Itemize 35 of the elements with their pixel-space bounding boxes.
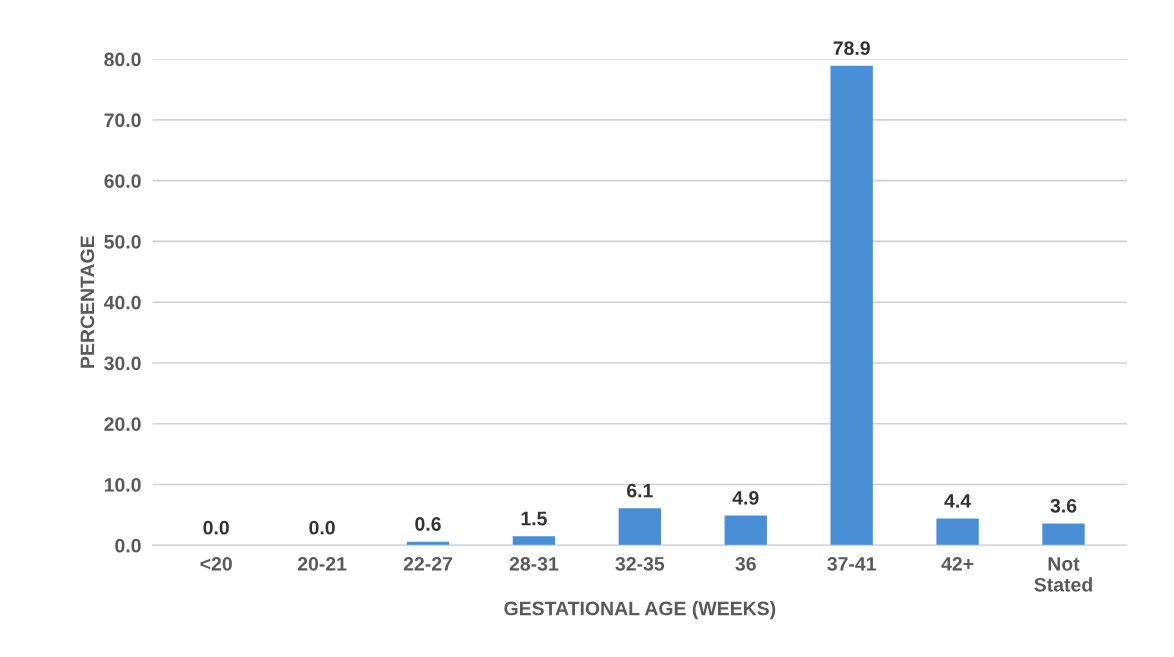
y-tick-label: 0.0 <box>115 538 141 553</box>
data-label: 0.0 <box>203 520 229 535</box>
y-tick-label: 20.0 <box>104 417 141 431</box>
x-tick-label: 32-35 <box>615 556 665 571</box>
x-tick-label: 20-21 <box>297 556 347 571</box>
y-tick-label: 80.0 <box>104 52 141 67</box>
data-label: 0.6 <box>415 517 441 531</box>
data-label: 0.0 <box>309 520 335 535</box>
x-tick-label: <20 <box>200 556 232 571</box>
x-axis-title: GESTATIONAL AGE (WEEKS) <box>504 601 776 620</box>
y-tick-label: 10.0 <box>104 478 141 492</box>
x-tick-label: Not Stated <box>1034 557 1092 592</box>
bar <box>512 536 556 546</box>
x-tick-label: 42+ <box>941 556 974 571</box>
y-tick-label: 50.0 <box>104 234 141 249</box>
y-tick-label: 40.0 <box>103 295 141 310</box>
bar <box>618 508 662 546</box>
bar <box>936 518 979 546</box>
data-label: 6.1 <box>627 483 653 498</box>
bar <box>1042 523 1085 546</box>
bar <box>830 65 873 546</box>
y-tick-label: 60.0 <box>104 174 141 188</box>
data-label: 3.6 <box>1050 498 1077 513</box>
x-tick-label: 28-31 <box>509 556 559 571</box>
x-tick-label: 22-27 <box>403 556 453 571</box>
data-label: 78.9 <box>833 41 870 56</box>
x-tick-label: 37-41 <box>827 556 876 571</box>
bar <box>724 515 767 546</box>
y-axis-title: PERCENTAGE <box>80 236 95 368</box>
y-tick-label: 30.0 <box>104 356 141 371</box>
data-label: 4.4 <box>944 494 971 508</box>
x-tick-label: 36 <box>735 556 756 571</box>
y-tick-label: 70.0 <box>104 113 141 128</box>
data-label: 1.5 <box>521 511 547 526</box>
data-label: 4.9 <box>732 490 759 505</box>
